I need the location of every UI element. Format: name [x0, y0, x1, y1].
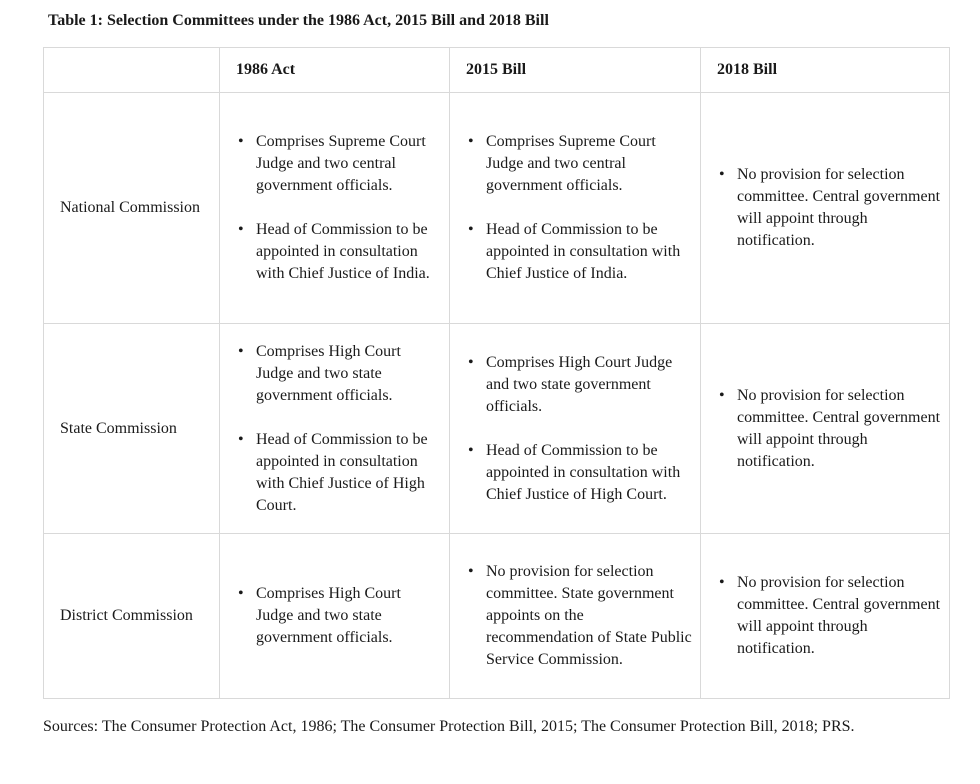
cell-national-2015: Comprises Supreme Court Judge and two ce… — [449, 92, 701, 324]
list-item: Head of Commission to be appointed in co… — [464, 440, 692, 506]
header-1986-act: 1986 Act — [219, 47, 450, 93]
table-row-national-commission: National Commission Comprises Supreme Co… — [43, 92, 950, 324]
header-empty — [43, 47, 220, 93]
table-row-state-commission: State Commission Comprises High Court Ju… — [43, 323, 950, 534]
cell-national-1986: Comprises Supreme Court Judge and two ce… — [219, 92, 450, 324]
cell-state-2015: Comprises High Court Judge and two state… — [449, 323, 701, 534]
cell-district-1986: Comprises High Court Judge and two state… — [219, 533, 450, 699]
list-item: Head of Commission to be appointed in co… — [234, 429, 441, 517]
list-item: No provision for selection committee. Ce… — [715, 385, 941, 473]
table-caption: Table 1: Selection Committees under the … — [48, 12, 549, 29]
list-item: Comprises Supreme Court Judge and two ce… — [234, 131, 441, 197]
list-item: Comprises High Court Judge and two state… — [464, 352, 692, 418]
list-item: Head of Commission to be appointed in co… — [234, 219, 441, 285]
header-2015-bill: 2015 Bill — [449, 47, 701, 93]
sources-note: Sources: The Consumer Protection Act, 19… — [43, 718, 855, 735]
list-item: Comprises High Court Judge and two state… — [234, 341, 441, 407]
table-row-district-commission: District Commission Comprises High Court… — [43, 533, 950, 699]
row-label-state: State Commission — [43, 323, 220, 534]
cell-national-2018: No provision for selection committee. Ce… — [700, 92, 950, 324]
table-header-row: 1986 Act 2015 Bill 2018 Bill — [43, 47, 950, 93]
list-item: Head of Commission to be appointed in co… — [464, 219, 692, 285]
cell-district-2018: No provision for selection committee. Ce… — [700, 533, 950, 699]
cell-district-2015: No provision for selection committee. St… — [449, 533, 701, 699]
header-2018-bill: 2018 Bill — [700, 47, 950, 93]
row-label-district: District Commission — [43, 533, 220, 699]
cell-state-1986: Comprises High Court Judge and two state… — [219, 323, 450, 534]
cell-state-2018: No provision for selection committee. Ce… — [700, 323, 950, 534]
list-item: Comprises Supreme Court Judge and two ce… — [464, 131, 692, 197]
list-item: No provision for selection committee. Ce… — [715, 164, 941, 252]
list-item: No provision for selection committee. St… — [464, 561, 692, 671]
row-label-national: National Commission — [43, 92, 220, 324]
list-item: Comprises High Court Judge and two state… — [234, 583, 441, 649]
list-item: No provision for selection committee. Ce… — [715, 572, 941, 660]
selection-committees-table: 1986 Act 2015 Bill 2018 Bill National Co… — [43, 47, 950, 699]
